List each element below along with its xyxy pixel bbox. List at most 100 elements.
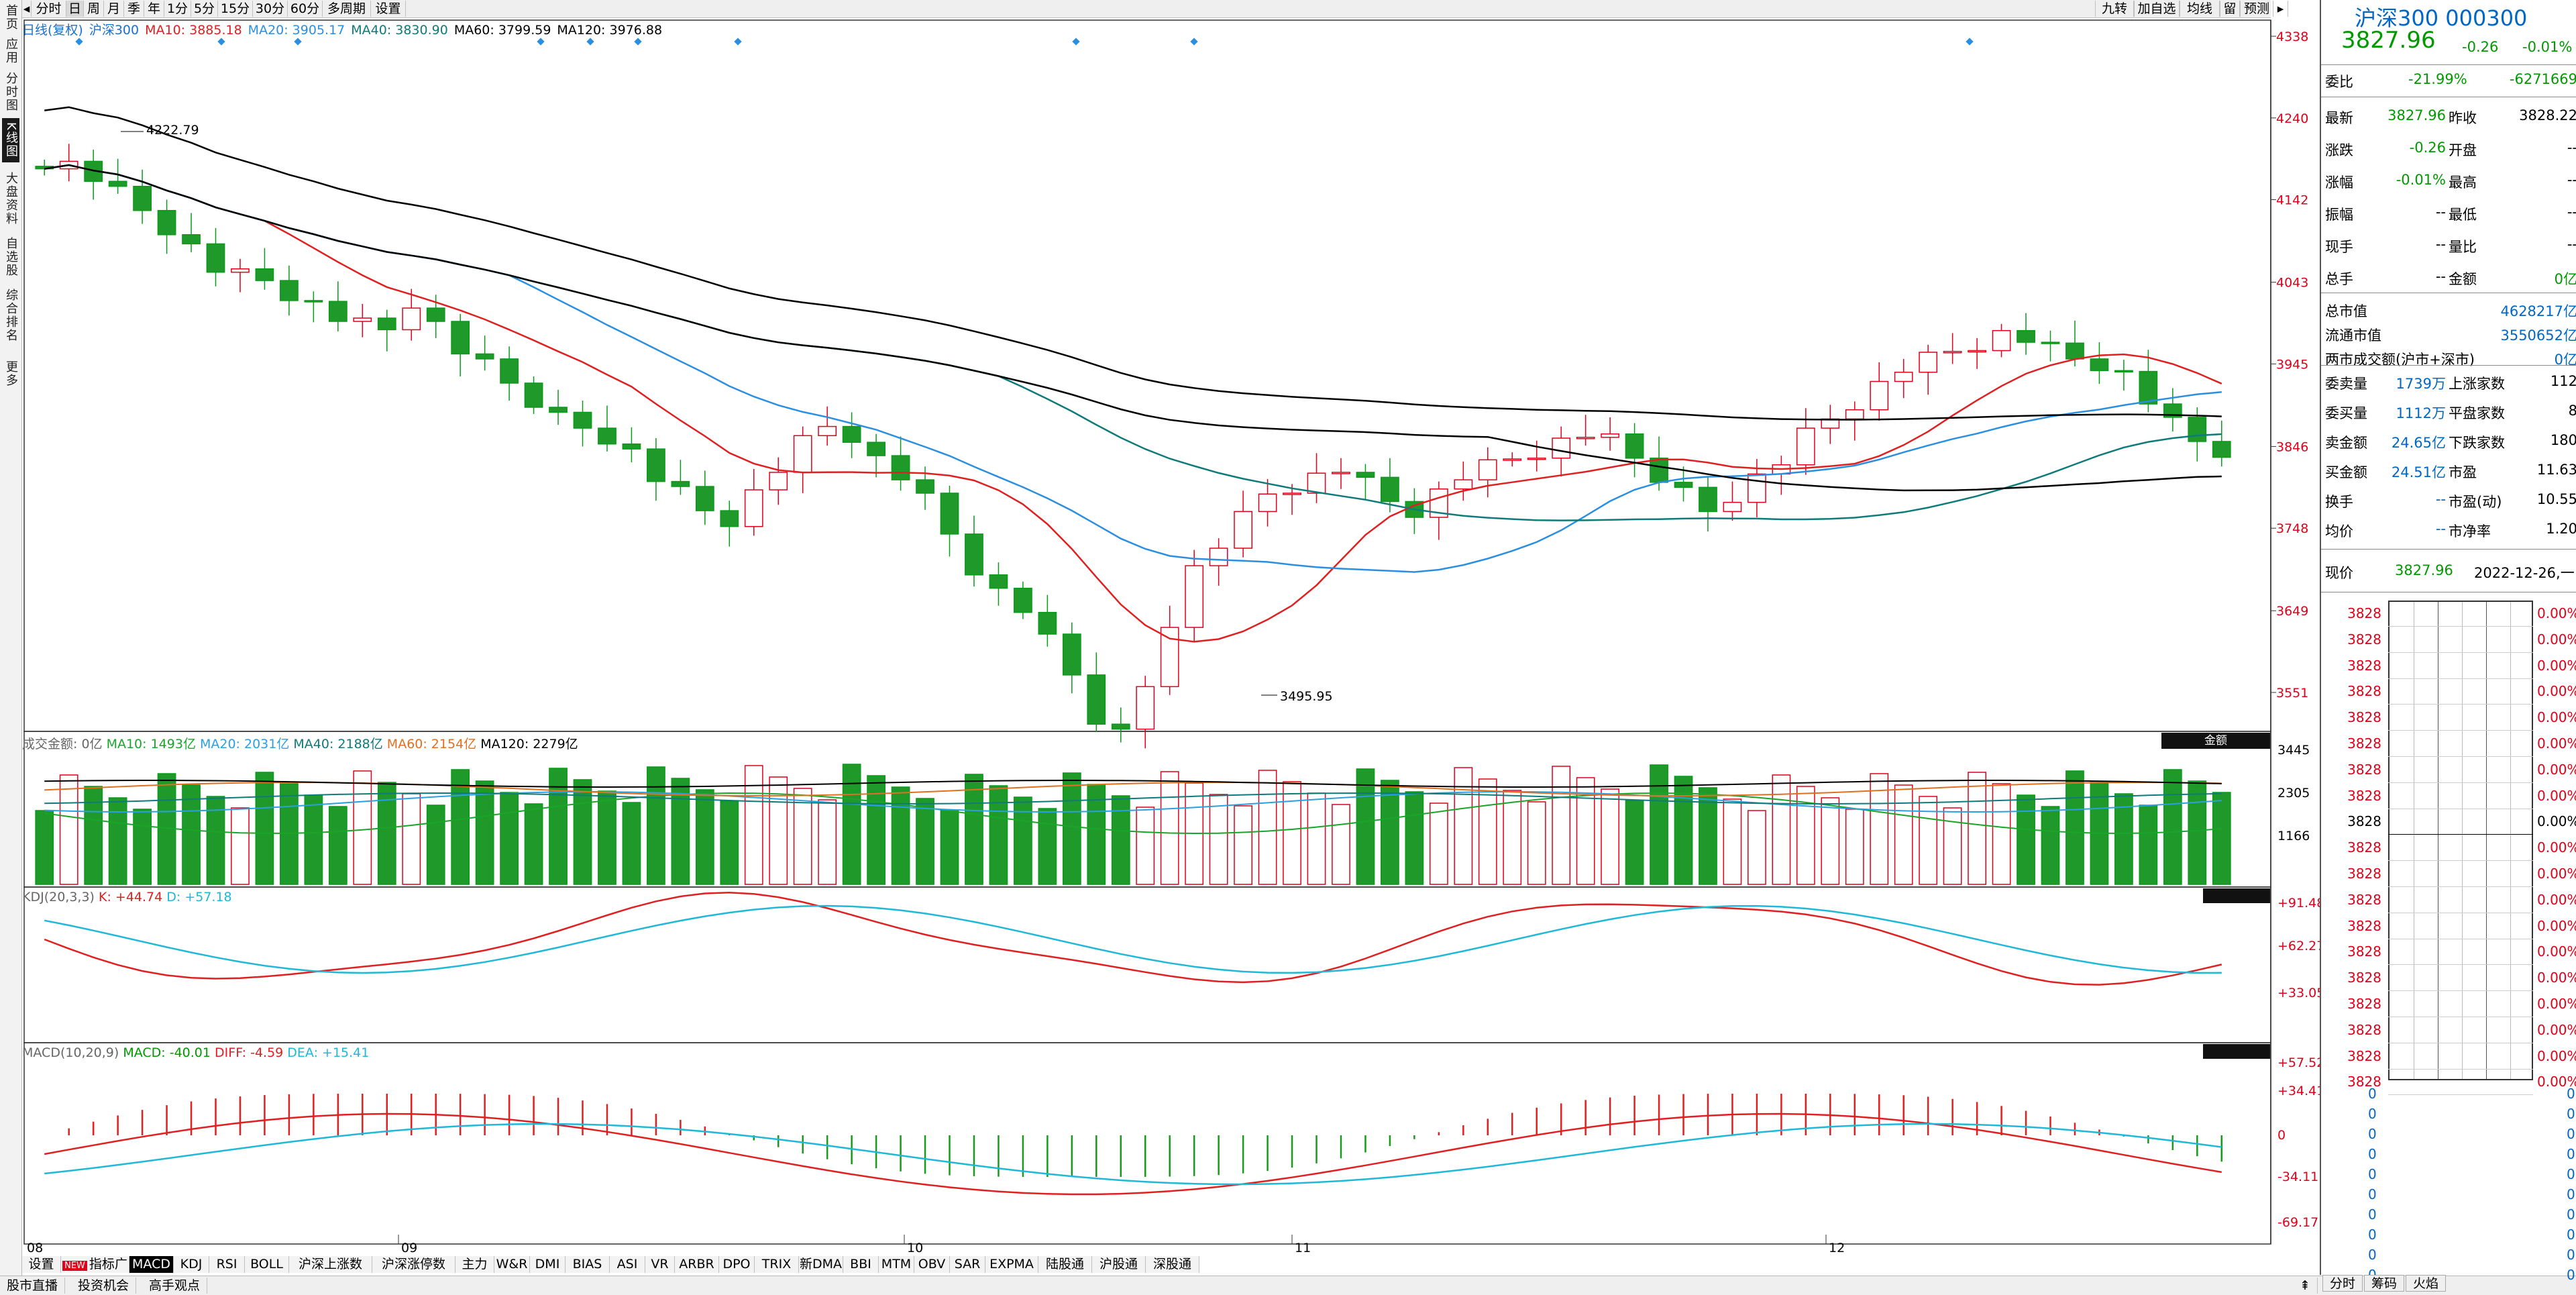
orderbook-pct: 0.00%	[2537, 866, 2576, 882]
indicator-tab-11[interactable]: BIAS	[566, 1256, 610, 1273]
volume-legend-item-4: MA120: 2279亿	[480, 737, 578, 752]
indicator-tab-3[interactable]: KDJ	[174, 1256, 209, 1273]
nav-0[interactable]: 首页	[4, 4, 18, 31]
indicator-tab-24[interactable]: 沪股通	[1092, 1256, 1146, 1273]
period-3[interactable]: 月	[104, 1, 124, 17]
order-row-2: 卖金额 24.65亿 下跌家数 180	[2321, 425, 2576, 455]
indicator-tab-18[interactable]: BBI	[843, 1256, 879, 1273]
indicator-tab-4[interactable]: RSI	[209, 1256, 245, 1273]
macd-legend-item-1: DIFF: -4.59	[215, 1045, 288, 1060]
indicator-tab-21[interactable]: SAR	[950, 1256, 985, 1273]
nav-4[interactable]: 大盘资料	[4, 172, 18, 225]
macd-histogram	[68, 1093, 2223, 1178]
status-tab-1[interactable]: 投资机会	[71, 1278, 137, 1294]
ma-item-1: MA20: 3905.17	[248, 23, 345, 38]
period-7[interactable]: 5分	[191, 1, 218, 17]
period-2[interactable]: 周	[84, 1, 104, 17]
candle-body	[426, 307, 445, 322]
quote-bottom-tab-0[interactable]: 分时	[2322, 1275, 2363, 1292]
indicator-tab-20[interactable]: OBV	[914, 1256, 950, 1273]
indicator-tab-7[interactable]: 沪深涨停数	[372, 1256, 455, 1273]
indicator-tab-8[interactable]: 主力	[455, 1256, 494, 1273]
volume-bar	[1454, 767, 1473, 885]
quote-row-label: 最新	[2325, 110, 2353, 126]
up-icon[interactable]: ⇞	[2293, 1278, 2318, 1294]
top-tab-2[interactable]: 均线	[2180, 1, 2220, 17]
order-row-label2: 上涨家数	[2449, 376, 2505, 392]
nav-7[interactable]: 更多	[4, 360, 18, 387]
volume-bar	[793, 788, 812, 885]
period-6[interactable]: 1分	[164, 1, 191, 17]
volume-bar	[891, 786, 910, 885]
quote-bottom-tab-1[interactable]: 筹码	[2364, 1275, 2404, 1292]
tick-grid-hline	[2388, 782, 2533, 783]
volume-bar	[377, 782, 396, 885]
indicator-tab-14[interactable]: ARBR	[675, 1256, 719, 1273]
volume-bar	[1087, 784, 1106, 885]
kdj-param-button[interactable]	[2203, 888, 2270, 903]
quote-row-label2: 金额	[2449, 271, 2477, 287]
next-icon[interactable]: ▸	[2273, 1, 2288, 17]
period-4[interactable]: 季	[124, 1, 144, 17]
signal-marker	[634, 38, 642, 46]
macd-param-button[interactable]	[2203, 1044, 2270, 1059]
period-12[interactable]: 设置	[371, 1, 406, 17]
top-tab-3[interactable]: 留	[2220, 1, 2240, 17]
indicator-tab-15[interactable]: DPO	[719, 1256, 755, 1273]
vol-zero-7: 0	[2368, 1227, 2377, 1243]
volume-bar	[1552, 766, 1571, 885]
period-1[interactable]: 日	[66, 1, 84, 17]
nav-6[interactable]: 综合排名	[4, 289, 18, 342]
indicator-tab-5[interactable]: BOLL	[245, 1256, 289, 1273]
candle-body	[842, 425, 861, 443]
period-10[interactable]: 60分	[288, 1, 323, 17]
period-11[interactable]: 多周期	[323, 1, 371, 17]
order-row-label2: 市盈(动)	[2449, 494, 2502, 510]
indicator-tab-22[interactable]: EXPMA	[985, 1256, 1038, 1273]
period-0[interactable]: 分时	[32, 1, 66, 17]
period-5[interactable]: 年	[144, 1, 164, 17]
tick-grid-hline	[2388, 704, 2533, 705]
indicator-tab-17[interactable]: 新DMA	[799, 1256, 843, 1273]
amount-button[interactable]: 金额	[2161, 733, 2270, 749]
volume-bar	[965, 774, 983, 885]
orderbook-row-18: 3828 0.00%	[2321, 1069, 2576, 1094]
indicator-tab-10[interactable]: DMI	[530, 1256, 566, 1273]
indicator-tab-1[interactable]: NEW指标广场	[61, 1256, 129, 1290]
volume-bar	[1894, 784, 1913, 885]
nav-1[interactable]: 应用	[4, 38, 18, 64]
orderbook-price: 3828	[2347, 735, 2381, 752]
order-row-3: 买金额 24.51亿 市盈 11.63	[2321, 455, 2576, 484]
indicator-tab-2[interactable]: MACD	[129, 1256, 174, 1273]
indicator-tab-23[interactable]: 陆股通	[1038, 1256, 1092, 1273]
status-tab-0[interactable]: 股市直播	[0, 1278, 66, 1294]
indicator-tab-12[interactable]: ASI	[610, 1256, 645, 1273]
indicator-tab-25[interactable]: 深股通	[1146, 1256, 1199, 1273]
status-tab-2[interactable]: 高手观点	[142, 1278, 208, 1294]
top-tab-0[interactable]: 九转	[2095, 1, 2134, 17]
price-label-1: 4240	[2276, 111, 2308, 126]
quote-bottom-tabs: 分时 筹码 火焰	[2321, 1275, 2576, 1294]
indicator-tab-16[interactable]: TRIX	[755, 1256, 799, 1273]
period-9[interactable]: 30分	[253, 1, 288, 17]
nav-2[interactable]: 分时图	[4, 72, 18, 112]
volume-bar	[940, 809, 959, 885]
volume-bar	[231, 807, 250, 885]
indicator-tab-13[interactable]: VR	[645, 1256, 675, 1273]
orderbook-pct: 0.00%	[2537, 813, 2576, 830]
top-tab-4[interactable]: 预测	[2240, 1, 2273, 17]
nav-3[interactable]: K线图	[2, 118, 19, 162]
indicator-tab-19[interactable]: MTM	[879, 1256, 914, 1273]
nav-5[interactable]: 自选股	[4, 237, 18, 277]
period-8[interactable]: 15分	[218, 1, 253, 17]
volume-bar	[2163, 769, 2182, 885]
prev-icon[interactable]: ◂	[22, 1, 32, 17]
indicator-tab-9[interactable]: W&R	[494, 1256, 530, 1273]
indicator-tab-6[interactable]: 沪深上涨数	[289, 1256, 372, 1273]
volume-bar	[622, 802, 641, 885]
quote-bottom-tab-2[interactable]: 火焰	[2406, 1275, 2446, 1292]
top-tab-1[interactable]: 加自选	[2134, 1, 2180, 17]
macd-legend-item-2: DEA: +15.41	[287, 1045, 370, 1060]
quote-row-value: 3827.96	[2387, 107, 2446, 123]
indicator-tab-0[interactable]: 设置	[22, 1256, 61, 1273]
